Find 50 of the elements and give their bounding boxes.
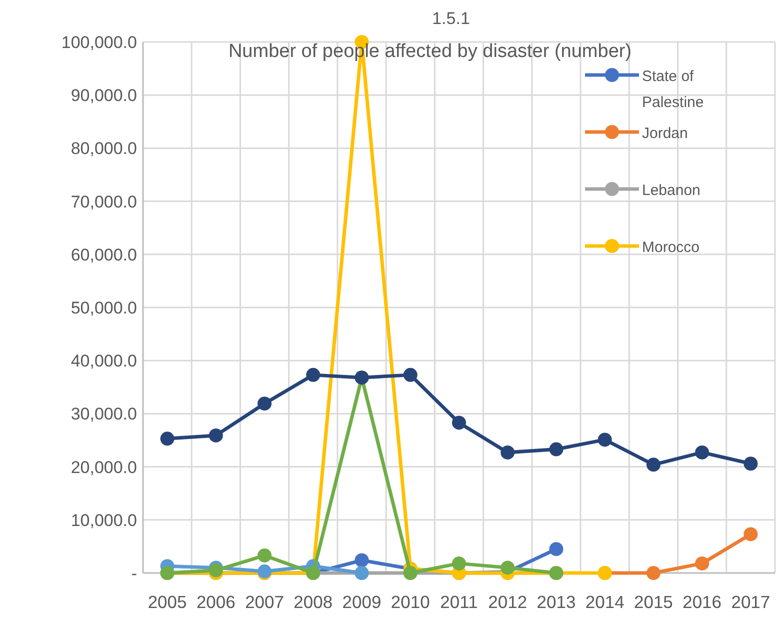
point <box>646 566 660 580</box>
point <box>258 548 272 562</box>
legend-label: Lebanon <box>642 182 700 199</box>
y-tick-label: 10,000.0 <box>70 510 137 530</box>
point <box>452 416 466 430</box>
x-tick-label: 2009 <box>342 592 382 612</box>
point <box>500 560 515 575</box>
legend-label: Morocco <box>642 239 700 256</box>
point <box>208 563 223 578</box>
y-tick-label: 90,000.0 <box>70 86 137 106</box>
point <box>549 442 564 456</box>
x-tick-label: 2017 <box>731 592 770 612</box>
point <box>744 527 758 542</box>
legend-label: State of Palestine <box>642 68 704 111</box>
x-tick-label: 2008 <box>294 592 333 612</box>
x-tick-label: 2011 <box>440 592 478 612</box>
point <box>452 556 466 570</box>
point <box>258 396 272 411</box>
y-tick-label: 60,000.0 <box>70 245 137 264</box>
x-tick-label: 2015 <box>634 592 673 612</box>
point <box>500 445 515 460</box>
y-tick-label: 70,000.0 <box>70 192 137 212</box>
x-tick-label: 2014 <box>585 592 625 612</box>
y-tick-label: 30,000.0 <box>70 404 137 424</box>
point <box>403 368 418 382</box>
point <box>695 445 710 460</box>
y-tick-label: 20,000.0 <box>70 458 137 477</box>
x-tick-label: 2016 <box>682 592 722 612</box>
point <box>354 553 369 568</box>
x-tick-label: 2012 <box>488 592 528 612</box>
point <box>160 432 174 446</box>
x-tick-label: 2005 <box>148 592 187 612</box>
x-tick-label: 2010 <box>390 592 430 612</box>
y-tick-label: 80,000.0 <box>70 139 137 158</box>
x-tick-label: 2013 <box>536 592 576 612</box>
y-tick-label: 50,000.0 <box>70 298 137 318</box>
x-tick-label: 2007 <box>245 592 284 612</box>
point <box>598 432 612 447</box>
y-tick-label: 100,000.0 <box>61 32 137 52</box>
point <box>646 458 660 472</box>
point <box>208 428 223 442</box>
point <box>695 556 710 570</box>
point <box>744 456 758 471</box>
x-tick-label: 2006 <box>196 592 236 612</box>
y-tick-label: 40,000.0 <box>70 352 137 371</box>
chart-title: 1.5.1 <box>432 9 470 28</box>
point <box>306 368 320 382</box>
legend-label: Jordan <box>642 125 688 142</box>
point <box>549 542 564 556</box>
y-tick-label: - <box>131 564 137 583</box>
